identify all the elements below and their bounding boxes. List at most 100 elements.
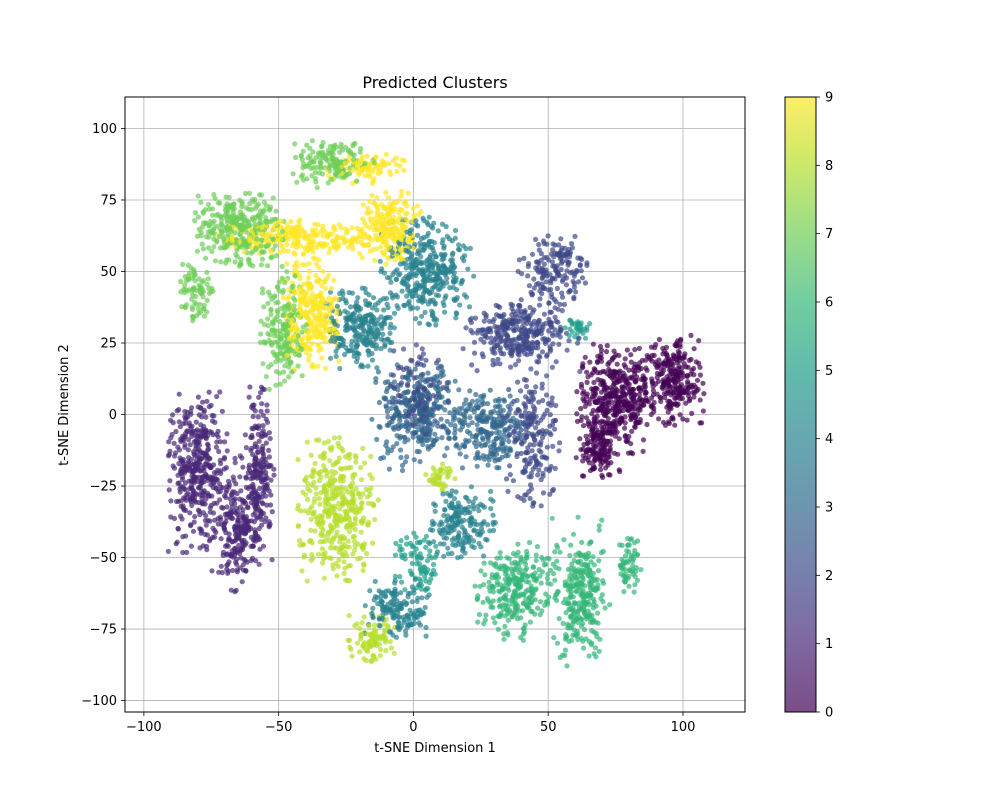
data-point: [469, 484, 474, 489]
data-point: [360, 364, 365, 369]
data-point: [556, 566, 561, 571]
data-point: [547, 466, 552, 471]
data-point: [223, 495, 228, 500]
data-point: [358, 465, 363, 470]
data-point: [394, 169, 399, 174]
data-point: [591, 408, 596, 413]
data-point: [488, 489, 493, 494]
data-point: [369, 193, 374, 198]
data-point: [372, 597, 377, 602]
data-point: [218, 458, 223, 463]
data-point: [577, 436, 582, 441]
data-point: [507, 447, 512, 452]
data-point: [391, 444, 396, 449]
data-point: [205, 442, 210, 447]
data-point: [450, 251, 455, 256]
data-point: [522, 492, 527, 497]
data-point: [176, 526, 181, 531]
data-point: [545, 445, 550, 450]
data-point: [360, 446, 365, 451]
data-point: [695, 378, 700, 383]
data-point: [205, 298, 210, 303]
data-point: [259, 319, 264, 324]
data-point: [488, 506, 493, 511]
data-point: [357, 626, 362, 631]
data-point: [354, 486, 359, 491]
data-point: [238, 453, 243, 458]
data-point: [599, 518, 604, 523]
data-point: [427, 541, 432, 546]
data-point: [423, 472, 428, 477]
data-point: [317, 496, 322, 501]
data-point: [453, 236, 458, 241]
data-point: [335, 304, 340, 309]
data-point: [342, 571, 347, 576]
data-point: [452, 435, 457, 440]
data-point: [455, 555, 460, 560]
data-point: [464, 454, 469, 459]
data-point: [578, 263, 583, 268]
data-point: [297, 273, 302, 278]
data-point: [586, 454, 591, 459]
data-point: [331, 278, 336, 283]
data-point: [427, 548, 432, 553]
data-point: [239, 244, 244, 249]
data-point: [567, 260, 572, 265]
data-point: [203, 415, 208, 420]
data-point: [177, 419, 182, 424]
data-point: [382, 344, 387, 349]
data-point: [444, 224, 449, 229]
data-point: [307, 269, 312, 274]
data-point: [552, 243, 557, 248]
data-point: [694, 359, 699, 364]
data-point: [310, 362, 315, 367]
data-point: [494, 312, 499, 317]
data-point: [313, 273, 318, 278]
data-point: [305, 440, 310, 445]
data-point: [453, 228, 458, 233]
data-point: [270, 557, 275, 562]
data-point: [336, 444, 341, 449]
data-point: [292, 141, 297, 146]
data-point: [540, 349, 545, 354]
data-point: [327, 555, 332, 560]
data-point: [551, 635, 556, 640]
data-point: [610, 356, 615, 361]
data-point: [352, 534, 357, 539]
data-point: [457, 302, 462, 307]
data-point: [429, 224, 434, 229]
data-point: [249, 207, 254, 212]
data-point: [509, 306, 514, 311]
data-point: [367, 292, 372, 297]
data-point: [180, 516, 185, 521]
data-point: [471, 538, 476, 543]
data-point: [587, 567, 592, 572]
data-point: [585, 380, 590, 385]
data-point: [533, 425, 538, 430]
data-point: [178, 279, 183, 284]
data-point: [195, 234, 200, 239]
data-point: [518, 388, 523, 393]
data-point: [320, 269, 325, 274]
data-point: [196, 214, 201, 219]
data-point: [552, 427, 557, 432]
data-point: [280, 264, 285, 269]
data-point: [467, 415, 472, 420]
data-point: [564, 282, 569, 287]
data-point: [537, 567, 542, 572]
data-point: [568, 318, 573, 323]
data-point: [445, 546, 450, 551]
data-point: [362, 614, 367, 619]
data-point: [347, 613, 352, 618]
data-point: [523, 622, 528, 627]
data-point: [506, 387, 511, 392]
data-point: [478, 394, 483, 399]
data-point: [385, 450, 390, 455]
data-point: [367, 174, 372, 179]
data-point: [361, 202, 366, 207]
data-point: [196, 395, 201, 400]
data-point: [626, 584, 631, 589]
data-point: [420, 216, 425, 221]
data-point: [229, 588, 234, 593]
data-point: [520, 325, 525, 330]
